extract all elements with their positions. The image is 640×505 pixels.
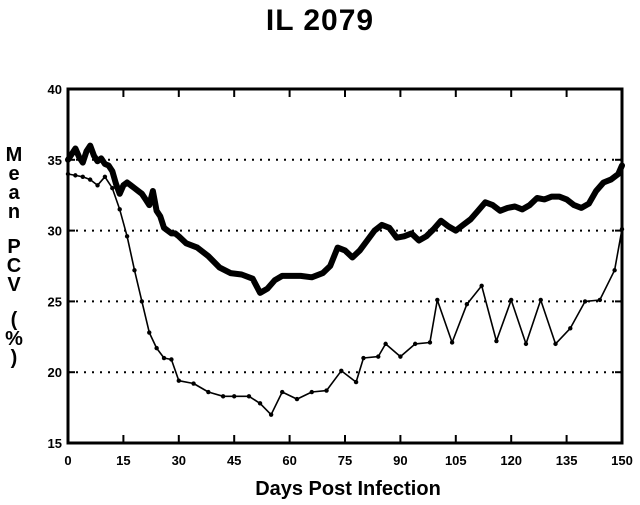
data-point [353,379,359,385]
data-point [494,338,499,344]
data-point [220,394,226,399]
data-point [154,345,159,351]
data-point [117,207,122,212]
data-point [538,297,543,303]
x-tick-label: 30 [172,453,186,468]
y-tick-label: 20 [48,365,62,380]
data-point [147,330,152,335]
x-tick-label: 0 [64,453,71,468]
y-label-v: V [7,274,21,296]
y-label-percent: % [5,328,23,350]
y-tick-label: 25 [48,294,62,309]
data-point [65,171,71,177]
data-point [582,299,588,304]
data-point [479,283,484,289]
data-point [102,174,108,179]
data-point [324,388,329,393]
x-tick-label: 120 [500,453,522,468]
data-point [176,378,181,383]
data-point [398,354,403,359]
y-label-c: C [6,255,22,277]
data-point [449,340,455,345]
data-point [553,341,558,347]
data-point [568,326,573,331]
plot-frame [66,87,624,445]
data-point [361,355,366,361]
data-point [435,297,440,303]
series-line-thick [65,142,625,296]
data-point [383,341,388,347]
data-point [257,401,263,406]
data-point [80,174,85,179]
axes [66,87,624,445]
data-point [376,354,381,359]
data-point [246,394,252,399]
y-label-open-paren: ( [10,309,18,331]
data-point [191,381,196,386]
x-tick-label: 150 [611,453,633,468]
x-tick-label: 45 [227,453,241,468]
y-tick-label: 40 [48,82,62,97]
data-point [268,412,274,417]
x-axis-label: Days Post Infection [255,478,441,500]
data-point [509,297,514,303]
data-point [339,368,344,373]
x-tick-label: 15 [116,453,130,468]
y-label-close-paren: ) [10,347,18,369]
y-axis-label: M e a n P C V ( % ) [4,144,24,369]
y-tick-label: 35 [48,153,62,168]
data-point [169,357,174,362]
data-point [597,297,603,303]
data-point [161,355,167,361]
y-label-m: M [5,144,23,166]
x-tick-label: 90 [393,453,407,468]
y-label-n: n [7,201,21,223]
data-point [280,389,285,395]
y-tick-label: 15 [48,436,62,451]
series-layer [65,142,625,417]
data-point [523,341,529,347]
y-tick-label: 30 [48,224,62,239]
data-point [619,226,625,232]
data-point [294,396,300,402]
data-point [95,183,100,188]
data-point [132,268,137,273]
data-point [427,340,433,345]
chart-title: IL 2079 [265,4,375,37]
data-point [309,389,314,395]
x-tick-label: 60 [282,453,296,468]
data-point [124,234,130,239]
data-point [87,177,93,182]
x-tick-label: 105 [445,453,467,468]
data-point [110,185,115,191]
series-line-thin [67,173,623,416]
x-tick-label: 75 [338,453,352,468]
y-label-e: e [8,163,20,185]
data-point [412,341,418,347]
data-point [139,299,145,304]
x-tick-label: 135 [556,453,578,468]
data-point [232,394,237,399]
y-label-p: P [7,236,21,258]
data-point [612,268,617,273]
y-label-a: a [8,182,20,204]
data-point [206,389,211,395]
data-point [464,302,470,307]
data-point [73,173,78,178]
